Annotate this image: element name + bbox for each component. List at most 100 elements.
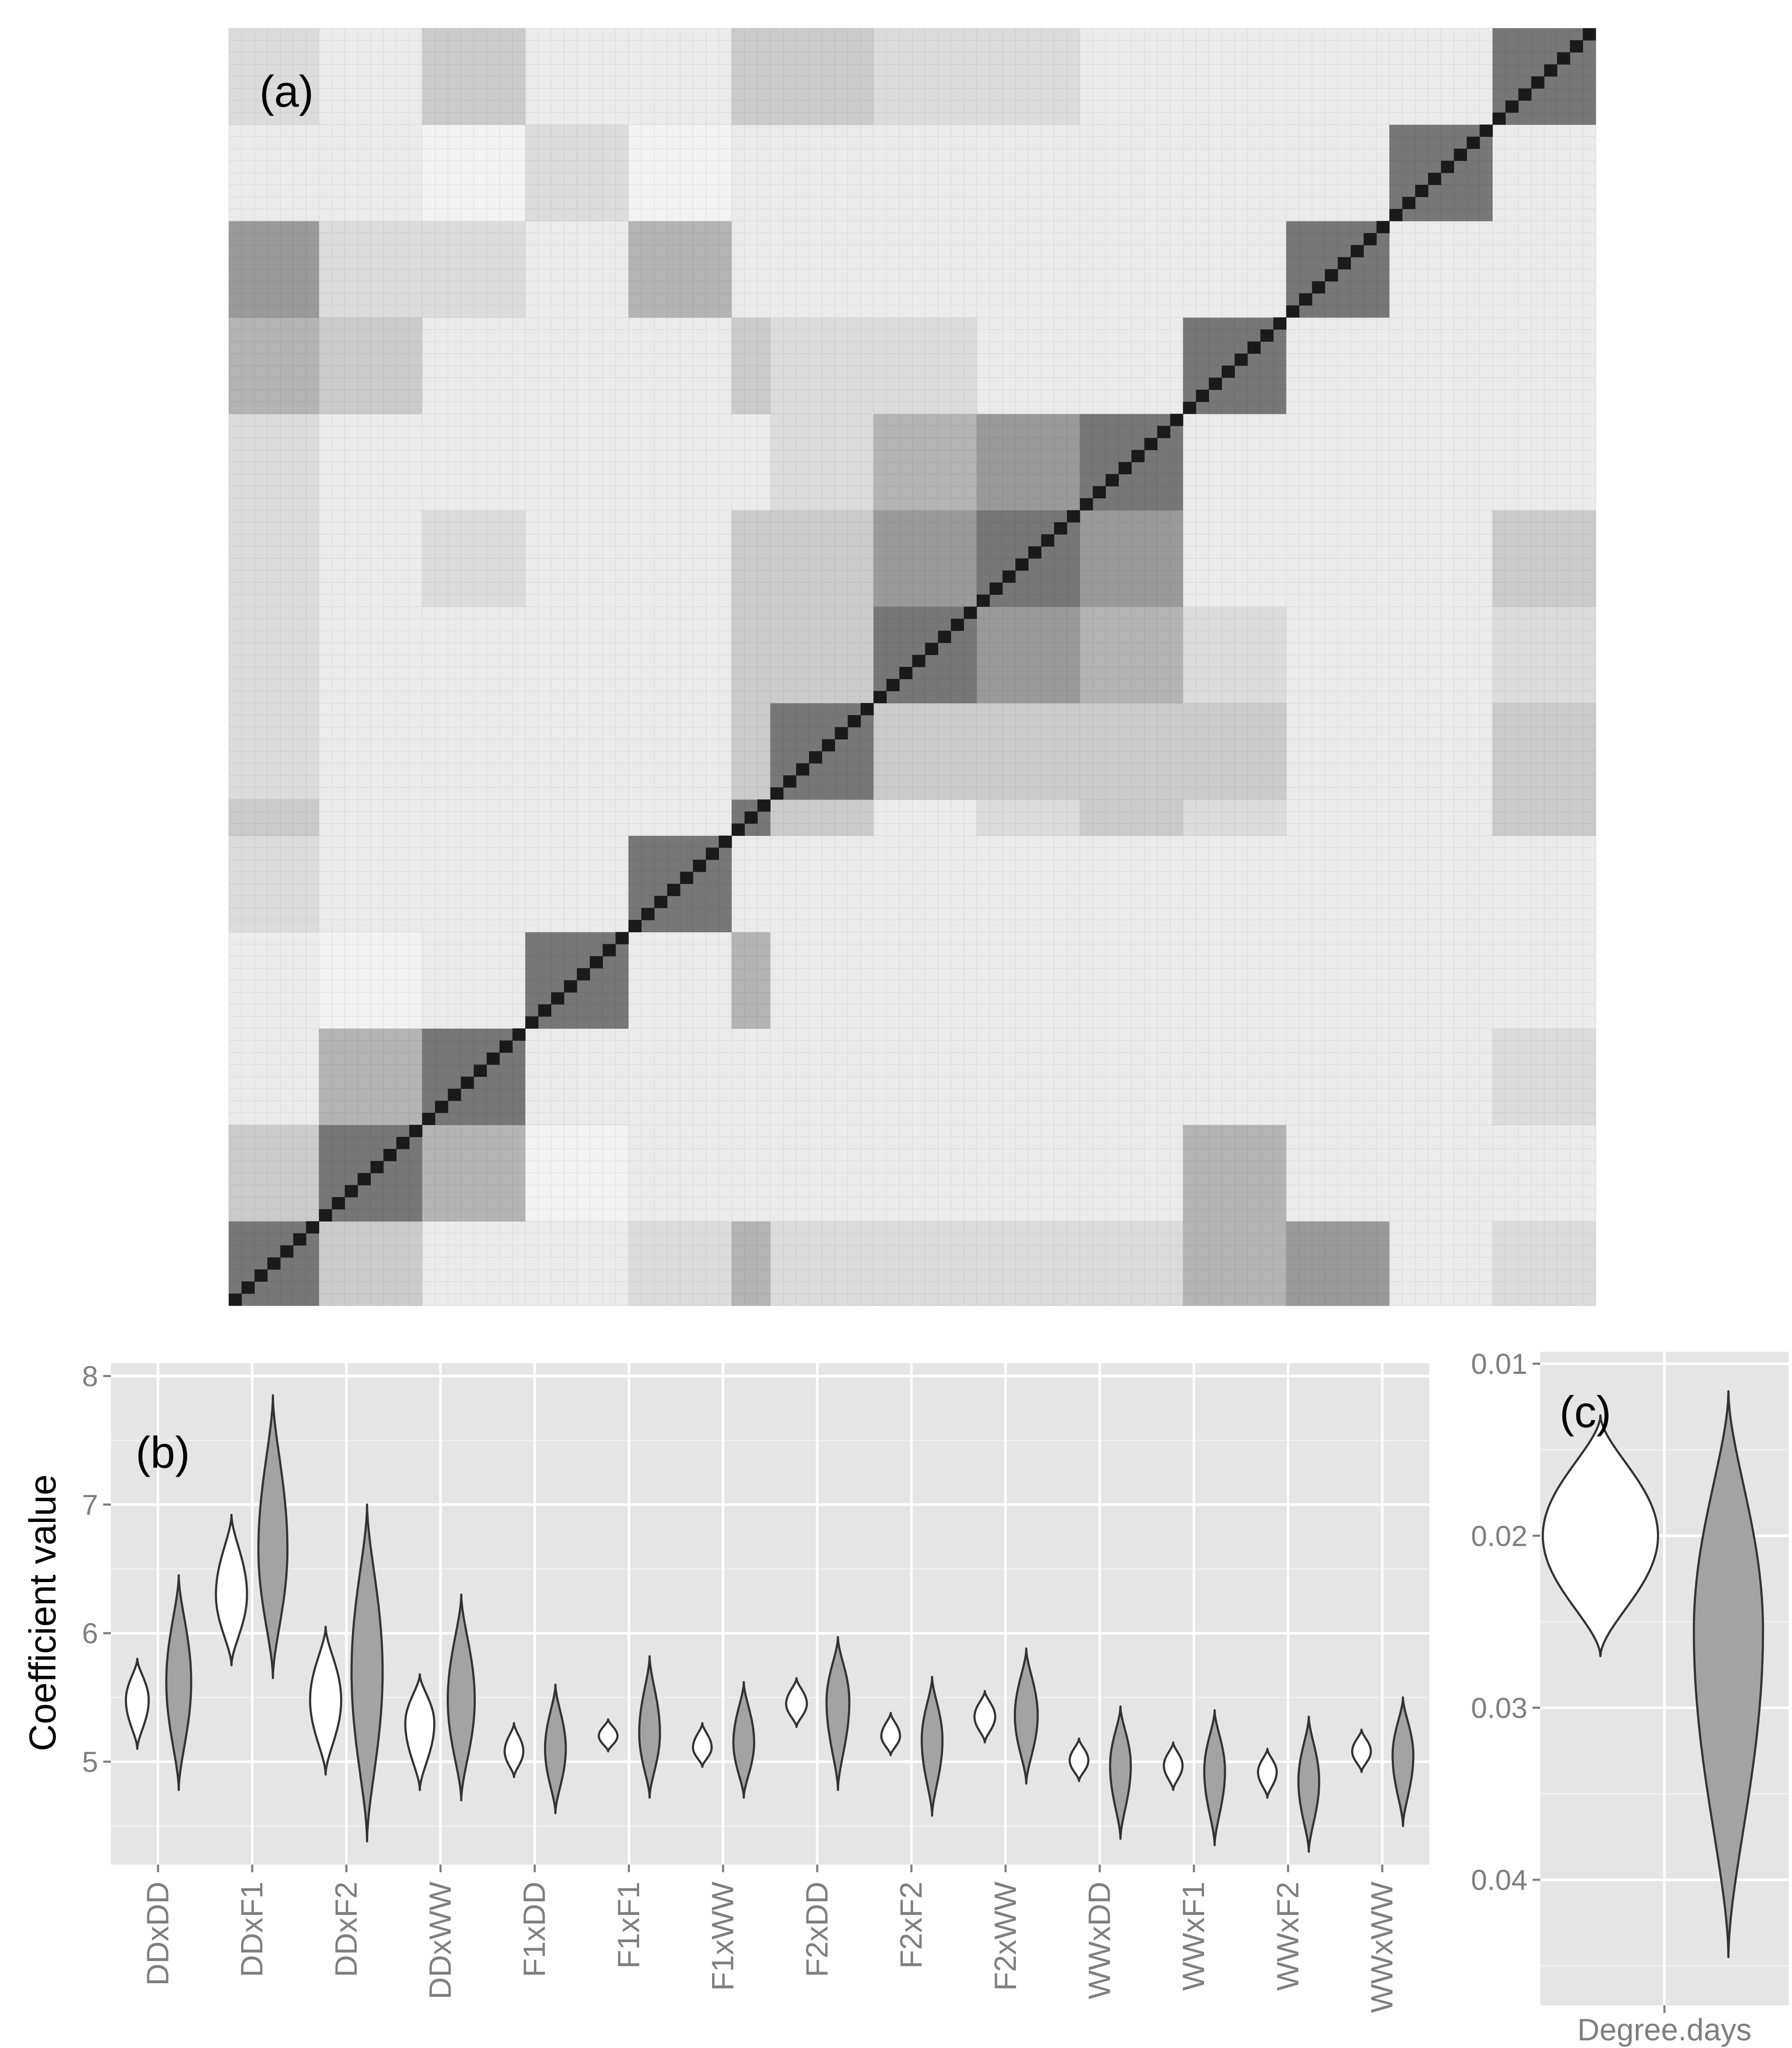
- heatmap-block: [1183, 28, 1287, 125]
- panel-b-label: (b): [136, 1428, 190, 1478]
- x-tick-label: DDxF2: [329, 1882, 364, 1977]
- heatmap-block: [770, 1028, 874, 1125]
- heatmap-block: [1183, 1125, 1287, 1222]
- heatmap-diagonal-cell: [1557, 52, 1571, 65]
- heatmap-block: [319, 124, 422, 221]
- heatmap-block: [525, 413, 629, 511]
- heatmap-diagonal-cell: [770, 787, 784, 800]
- heatmap-diagonal-cell: [1222, 365, 1235, 378]
- heatmap-block: [873, 835, 977, 932]
- heatmap-block: [1492, 799, 1596, 836]
- heatmap-block: [731, 1028, 771, 1125]
- heatmap-block: [1183, 932, 1287, 1029]
- x-tick-label: WWxDD: [1083, 1882, 1117, 1999]
- heatmap-diagonal-cell: [680, 872, 693, 884]
- heatmap-block: [1079, 317, 1184, 414]
- heatmap-diagonal-cell: [1170, 413, 1184, 426]
- heatmap-block: [770, 932, 874, 1029]
- heatmap-block: [628, 413, 732, 511]
- heatmap-block: [731, 1125, 771, 1222]
- heatmap-diagonal-cell: [1505, 100, 1519, 113]
- heatmap-diagonal-cell: [745, 811, 758, 824]
- heatmap-block: [873, 1125, 977, 1222]
- heatmap-block: [319, 317, 422, 414]
- heatmap-block: [319, 606, 422, 704]
- heatmap-block: [1286, 1125, 1390, 1222]
- heatmap-block: [1183, 1028, 1287, 1125]
- violin-white: [692, 1722, 713, 1768]
- x-tick-label: F1xWW: [706, 1882, 740, 1991]
- heatmap-diagonal-cell: [925, 643, 938, 655]
- heatmap-block: [319, 1221, 422, 1306]
- heatmap-block: [422, 835, 526, 932]
- heatmap-diagonal-cell: [899, 667, 913, 679]
- heatmap-block: [873, 932, 977, 1029]
- heatmap-block: [1389, 1028, 1493, 1125]
- heatmap-block: [628, 1125, 732, 1222]
- heatmap-block: [731, 317, 771, 414]
- heatmap-diagonal-cell: [1518, 88, 1532, 101]
- heatmap-block: [873, 799, 977, 836]
- heatmap-block: [1492, 221, 1596, 318]
- heatmap-diagonal-cell: [267, 1257, 281, 1270]
- violin-grey: [257, 1394, 289, 1679]
- heatmap-diagonal-cell: [1260, 329, 1274, 342]
- heatmap-block: [1183, 221, 1287, 318]
- heatmap-diagonal-cell: [293, 1233, 306, 1246]
- heatmap-diagonal-cell: [783, 775, 797, 788]
- heatmap-block: [422, 221, 526, 318]
- heatmap-block: [1183, 124, 1287, 221]
- heatmap-block: [1389, 799, 1493, 836]
- heatmap-diagonal-cell: [912, 655, 925, 667]
- heatmap-block: [1286, 28, 1390, 125]
- heatmap-block: [731, 835, 771, 932]
- y-tick-label: 0.04: [1471, 1864, 1527, 1897]
- heatmap-diagonal-cell: [448, 1088, 461, 1101]
- heatmap-diagonal-cell: [551, 992, 564, 1005]
- heatmap-block: [1286, 932, 1390, 1029]
- heatmap-block: [319, 1028, 422, 1125]
- x-tick-label: F2xWW: [989, 1882, 1023, 1991]
- heatmap-block: [1286, 606, 1390, 704]
- heatmap-block: [422, 932, 526, 1029]
- violin-white: [404, 1673, 436, 1791]
- heatmap-block: [770, 510, 874, 607]
- heatmap-diagonal-cell: [628, 920, 642, 932]
- heatmap-diagonal-cell: [1544, 64, 1557, 77]
- heatmap-diagonal-cell: [602, 944, 616, 957]
- heatmap-block: [1183, 835, 1287, 932]
- heatmap-block: [319, 932, 422, 1029]
- heatmap-block: [229, 799, 320, 836]
- violin-grey: [1014, 1647, 1039, 1785]
- y-tick-label: 0.03: [1471, 1692, 1527, 1725]
- x-tick-label: DDxDD: [141, 1882, 175, 1986]
- violin-grey: [165, 1574, 192, 1791]
- heatmap-diagonal-cell: [306, 1221, 320, 1234]
- heatmap-block: [229, 606, 320, 704]
- heatmap-block: [319, 221, 422, 318]
- heatmap-block: [977, 28, 1080, 125]
- heatmap-block: [1286, 835, 1390, 932]
- heatmap-diagonal-cell: [525, 1016, 538, 1029]
- heatmap-cell-grid: [228, 28, 1596, 1306]
- heatmap-block: [628, 1028, 732, 1125]
- heatmap-block: [422, 317, 526, 414]
- violin-grey: [1297, 1716, 1321, 1853]
- heatmap-block: [770, 317, 874, 414]
- heatmap-block: [1389, 28, 1493, 125]
- heatmap-block: [977, 221, 1080, 318]
- x-tick-label: DDxWW: [424, 1882, 458, 1999]
- heatmap-block: [525, 799, 629, 836]
- heatmap-diagonal-cell: [1079, 498, 1093, 511]
- heatmap-diagonal-cell: [667, 884, 681, 896]
- heatmap-diagonal-cell: [1247, 341, 1261, 354]
- heatmap-diagonal-cell: [654, 896, 668, 908]
- violin-white: [598, 1718, 619, 1753]
- heatmap-block: [525, 1028, 629, 1125]
- heatmap-block: [977, 835, 1080, 932]
- heatmap-diagonal-cell: [706, 847, 719, 860]
- violin-grey: [1109, 1705, 1132, 1840]
- heatmap-diagonal-cell: [422, 1113, 436, 1125]
- heatmap-block: [1079, 124, 1184, 221]
- heatmap-diagonal-cell: [319, 1209, 332, 1222]
